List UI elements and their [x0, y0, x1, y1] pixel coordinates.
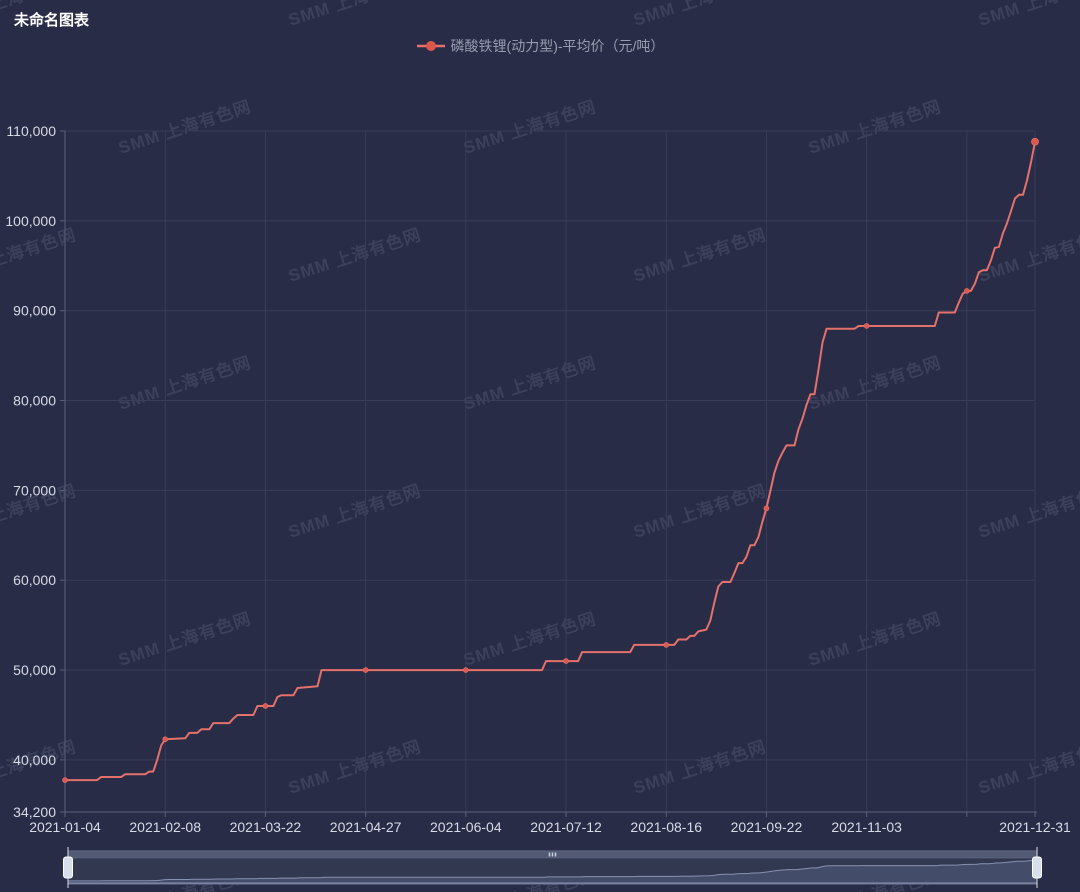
y-axis-label: 70,000	[13, 482, 56, 498]
x-axis-label: 2021-03-22	[230, 819, 302, 835]
series-point-marker	[162, 736, 169, 743]
datazoom-grip-icon	[554, 852, 557, 857]
y-axis-label: 100,000	[5, 213, 56, 229]
y-axis-label: 80,000	[13, 393, 56, 409]
series-point-marker	[362, 667, 369, 673]
series-point-marker	[563, 658, 569, 664]
datazoom-right-handle[interactable]	[1032, 856, 1042, 879]
y-axis-label: 40,000	[13, 752, 56, 768]
series-point-marker	[262, 703, 269, 709]
x-axis-label: 2021-02-08	[129, 819, 201, 835]
x-axis-label: 2021-06-04	[430, 819, 502, 835]
legend-item-lfp-price[interactable]: 磷酸铁锂(动力型)-平均价（元/吨）	[416, 36, 665, 56]
plot-area[interactable]	[65, 131, 1035, 812]
x-axis-label: 2021-11-03	[831, 819, 902, 835]
series-point-marker	[863, 323, 870, 329]
x-axis-label: 2021-04-27	[330, 819, 402, 835]
series-point-marker	[663, 642, 670, 648]
x-axis-label: 2021-08-16	[630, 819, 702, 835]
y-axis-label: 60,000	[13, 572, 56, 588]
y-axis-label: 34,200	[13, 804, 56, 820]
chart-title: 未命名图表	[14, 12, 90, 29]
legend-line-marker-icon	[416, 40, 446, 52]
y-axis-label: 110,000	[6, 123, 56, 139]
series-end-point	[1031, 137, 1039, 146]
datazoom-grip-icon	[548, 852, 551, 857]
legend: 磷酸铁锂(动力型)-平均价（元/吨）	[0, 36, 1080, 56]
x-axis-label: 2021-12-31	[999, 819, 1071, 835]
x-axis-label: 2021-07-12	[530, 819, 602, 835]
series-point-marker	[763, 505, 770, 512]
series-point-marker	[463, 667, 469, 673]
x-axis-label: 2021-01-04	[29, 819, 101, 835]
y-axis-label: 50,000	[13, 662, 56, 678]
series-point-marker	[62, 777, 68, 783]
datazoom-grip-icon	[551, 852, 554, 857]
x-axis-label: 2021-09-22	[731, 819, 803, 835]
datazoom-data-shadow	[67, 858, 1038, 884]
series-point-marker	[964, 288, 970, 294]
datazoom-left-handle[interactable]	[63, 856, 73, 879]
legend-label: 磷酸铁锂(动力型)-平均价（元/吨）	[450, 38, 665, 54]
series-line-lfp-price	[64, 140, 1036, 782]
y-axis-label: 90,000	[13, 303, 56, 319]
